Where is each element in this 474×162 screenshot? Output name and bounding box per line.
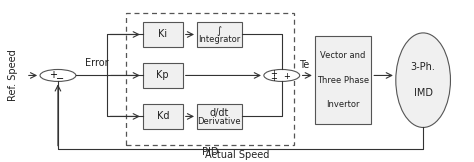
FancyBboxPatch shape bbox=[197, 22, 242, 47]
Ellipse shape bbox=[396, 33, 450, 127]
FancyBboxPatch shape bbox=[143, 104, 183, 129]
FancyBboxPatch shape bbox=[143, 22, 183, 47]
Text: Te: Te bbox=[299, 60, 310, 70]
Circle shape bbox=[40, 69, 76, 81]
Text: Ref. Speed: Ref. Speed bbox=[8, 50, 18, 101]
Text: Kd: Kd bbox=[156, 111, 169, 122]
Text: Kp: Kp bbox=[156, 70, 169, 81]
Text: +: + bbox=[270, 69, 277, 78]
Text: Actual Speed: Actual Speed bbox=[205, 150, 269, 160]
Circle shape bbox=[264, 69, 300, 81]
Text: Invertor: Invertor bbox=[326, 100, 360, 109]
Text: d/dt: d/dt bbox=[210, 108, 229, 118]
FancyBboxPatch shape bbox=[197, 104, 242, 129]
Text: Integrator: Integrator bbox=[198, 35, 240, 44]
Text: Ki: Ki bbox=[158, 29, 167, 40]
Text: 3-Ph.: 3-Ph. bbox=[410, 62, 436, 72]
Text: Three Phase: Three Phase bbox=[317, 76, 369, 85]
FancyBboxPatch shape bbox=[315, 36, 371, 124]
Text: IMD: IMD bbox=[414, 88, 433, 98]
Text: PID: PID bbox=[201, 147, 218, 157]
Text: +: + bbox=[48, 69, 56, 80]
FancyBboxPatch shape bbox=[143, 63, 183, 88]
Text: ∫: ∫ bbox=[217, 26, 222, 36]
Text: Error: Error bbox=[84, 58, 108, 68]
Text: Vector and: Vector and bbox=[320, 51, 366, 60]
Text: −: − bbox=[55, 74, 64, 84]
Text: +: + bbox=[283, 72, 290, 81]
Text: Derivative: Derivative bbox=[198, 117, 241, 126]
Text: +: + bbox=[270, 74, 277, 83]
